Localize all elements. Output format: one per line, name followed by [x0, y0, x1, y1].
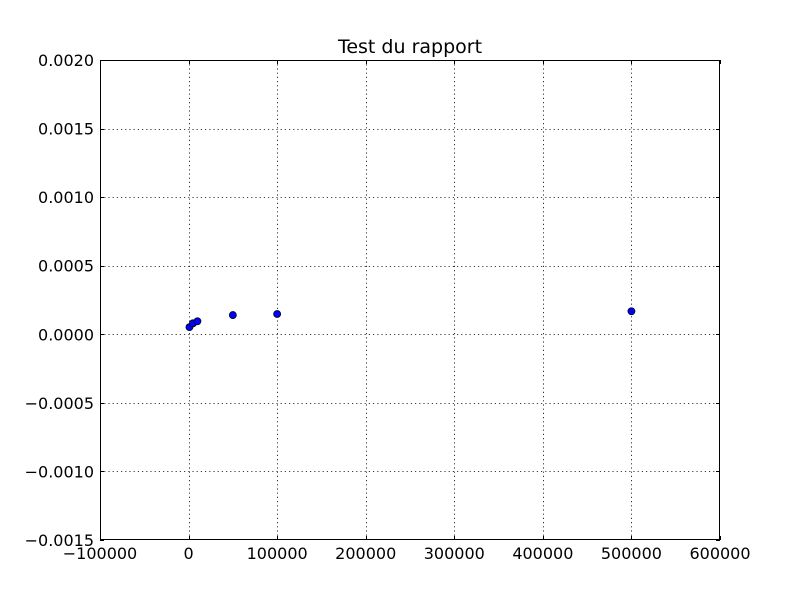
- plot-area: [100, 60, 720, 540]
- data-point: [193, 317, 202, 326]
- x-tick-label: 300000: [424, 544, 485, 563]
- data-points: [185, 307, 636, 332]
- data-point: [627, 307, 636, 316]
- y-tick-label: 0.0015: [38, 120, 94, 139]
- x-tick-label: 500000: [601, 544, 662, 563]
- y-tick-label: 0.0020: [38, 51, 94, 70]
- y-tick-label: 0.0005: [38, 257, 94, 276]
- x-axis-tick-labels: −100000 0 100000 200000 300000 400000 500000 60…: [63, 544, 751, 563]
- x-tick-label: 100000: [247, 544, 308, 563]
- grid: [100, 60, 720, 540]
- y-axis-tick-labels: −0.0015 −0.0010 −0.0005 0.0000 0.0005 0.0010 0…: [25, 51, 94, 550]
- x-tick-label: −100000: [63, 544, 137, 563]
- y-tick-label: 0.0010: [38, 188, 94, 207]
- x-tick-label: 200000: [335, 544, 396, 563]
- data-point: [228, 311, 237, 319]
- y-tick-label: 0.0000: [38, 325, 94, 344]
- chart-title: Test du rapport: [337, 36, 482, 58]
- y-tick-label: −0.0005: [25, 394, 94, 413]
- y-tick-label: −0.0015: [25, 531, 94, 550]
- data-point: [273, 310, 282, 318]
- axis-ticks: [100, 60, 721, 541]
- y-tick-label: −0.0010: [25, 462, 94, 481]
- x-tick-label: 0: [183, 544, 193, 563]
- x-tick-label: 400000: [512, 544, 573, 563]
- x-tick-label: 600000: [689, 544, 750, 563]
